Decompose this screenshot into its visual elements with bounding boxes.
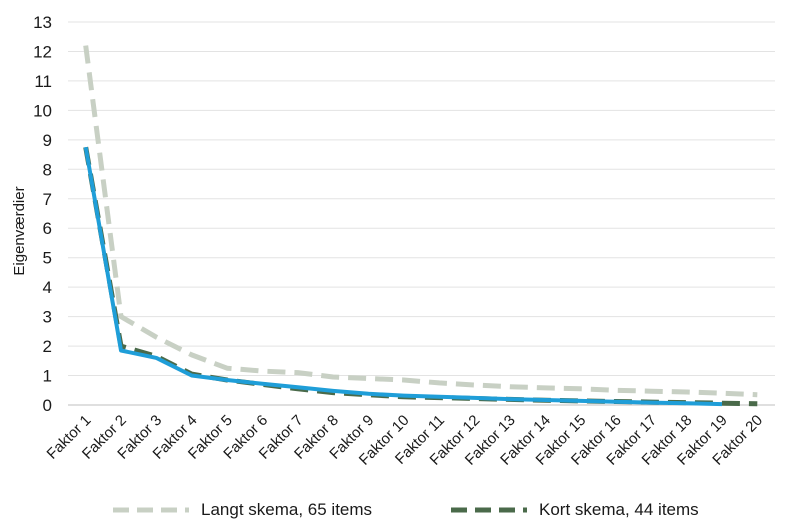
legend-item-langt: Langt skema, 65 items xyxy=(113,500,372,520)
gridlines xyxy=(68,21,775,406)
legend-item-kort: Kort skema, 44 items xyxy=(451,500,699,520)
legend-label-langt: Langt skema, 65 items xyxy=(201,500,373,519)
series-lines xyxy=(83,45,758,407)
y-tick-label: 6 xyxy=(43,219,52,238)
y-tick-label: 1 xyxy=(43,367,52,386)
y-tick-label: 9 xyxy=(43,131,52,150)
y-tick-label: 7 xyxy=(43,190,52,209)
legend-swatch-kort xyxy=(451,507,527,513)
y-tick-label: 5 xyxy=(43,249,52,268)
y-tick-label: 13 xyxy=(33,13,52,32)
y-tick-label: 11 xyxy=(34,72,52,91)
y-tick-label: 10 xyxy=(33,101,52,120)
y-tick-label: 4 xyxy=(43,278,52,297)
series-line-1 xyxy=(83,45,758,398)
y-tick-label: 8 xyxy=(43,160,52,179)
series-line-3 xyxy=(83,146,723,407)
y-axis-label: Eigenværdier xyxy=(11,186,28,275)
y-tick-label: 2 xyxy=(43,337,52,356)
legend-label-kort: Kort skema, 44 items xyxy=(539,500,699,519)
series-line-2 xyxy=(83,146,758,407)
y-tick-label: 3 xyxy=(43,308,52,327)
y-tick-label: 0 xyxy=(43,396,52,415)
legend-swatch-langt xyxy=(113,507,189,513)
y-tick-label: 12 xyxy=(33,42,52,61)
legend: Langt skema, 65 items Kort skema, 44 ite… xyxy=(0,500,789,526)
